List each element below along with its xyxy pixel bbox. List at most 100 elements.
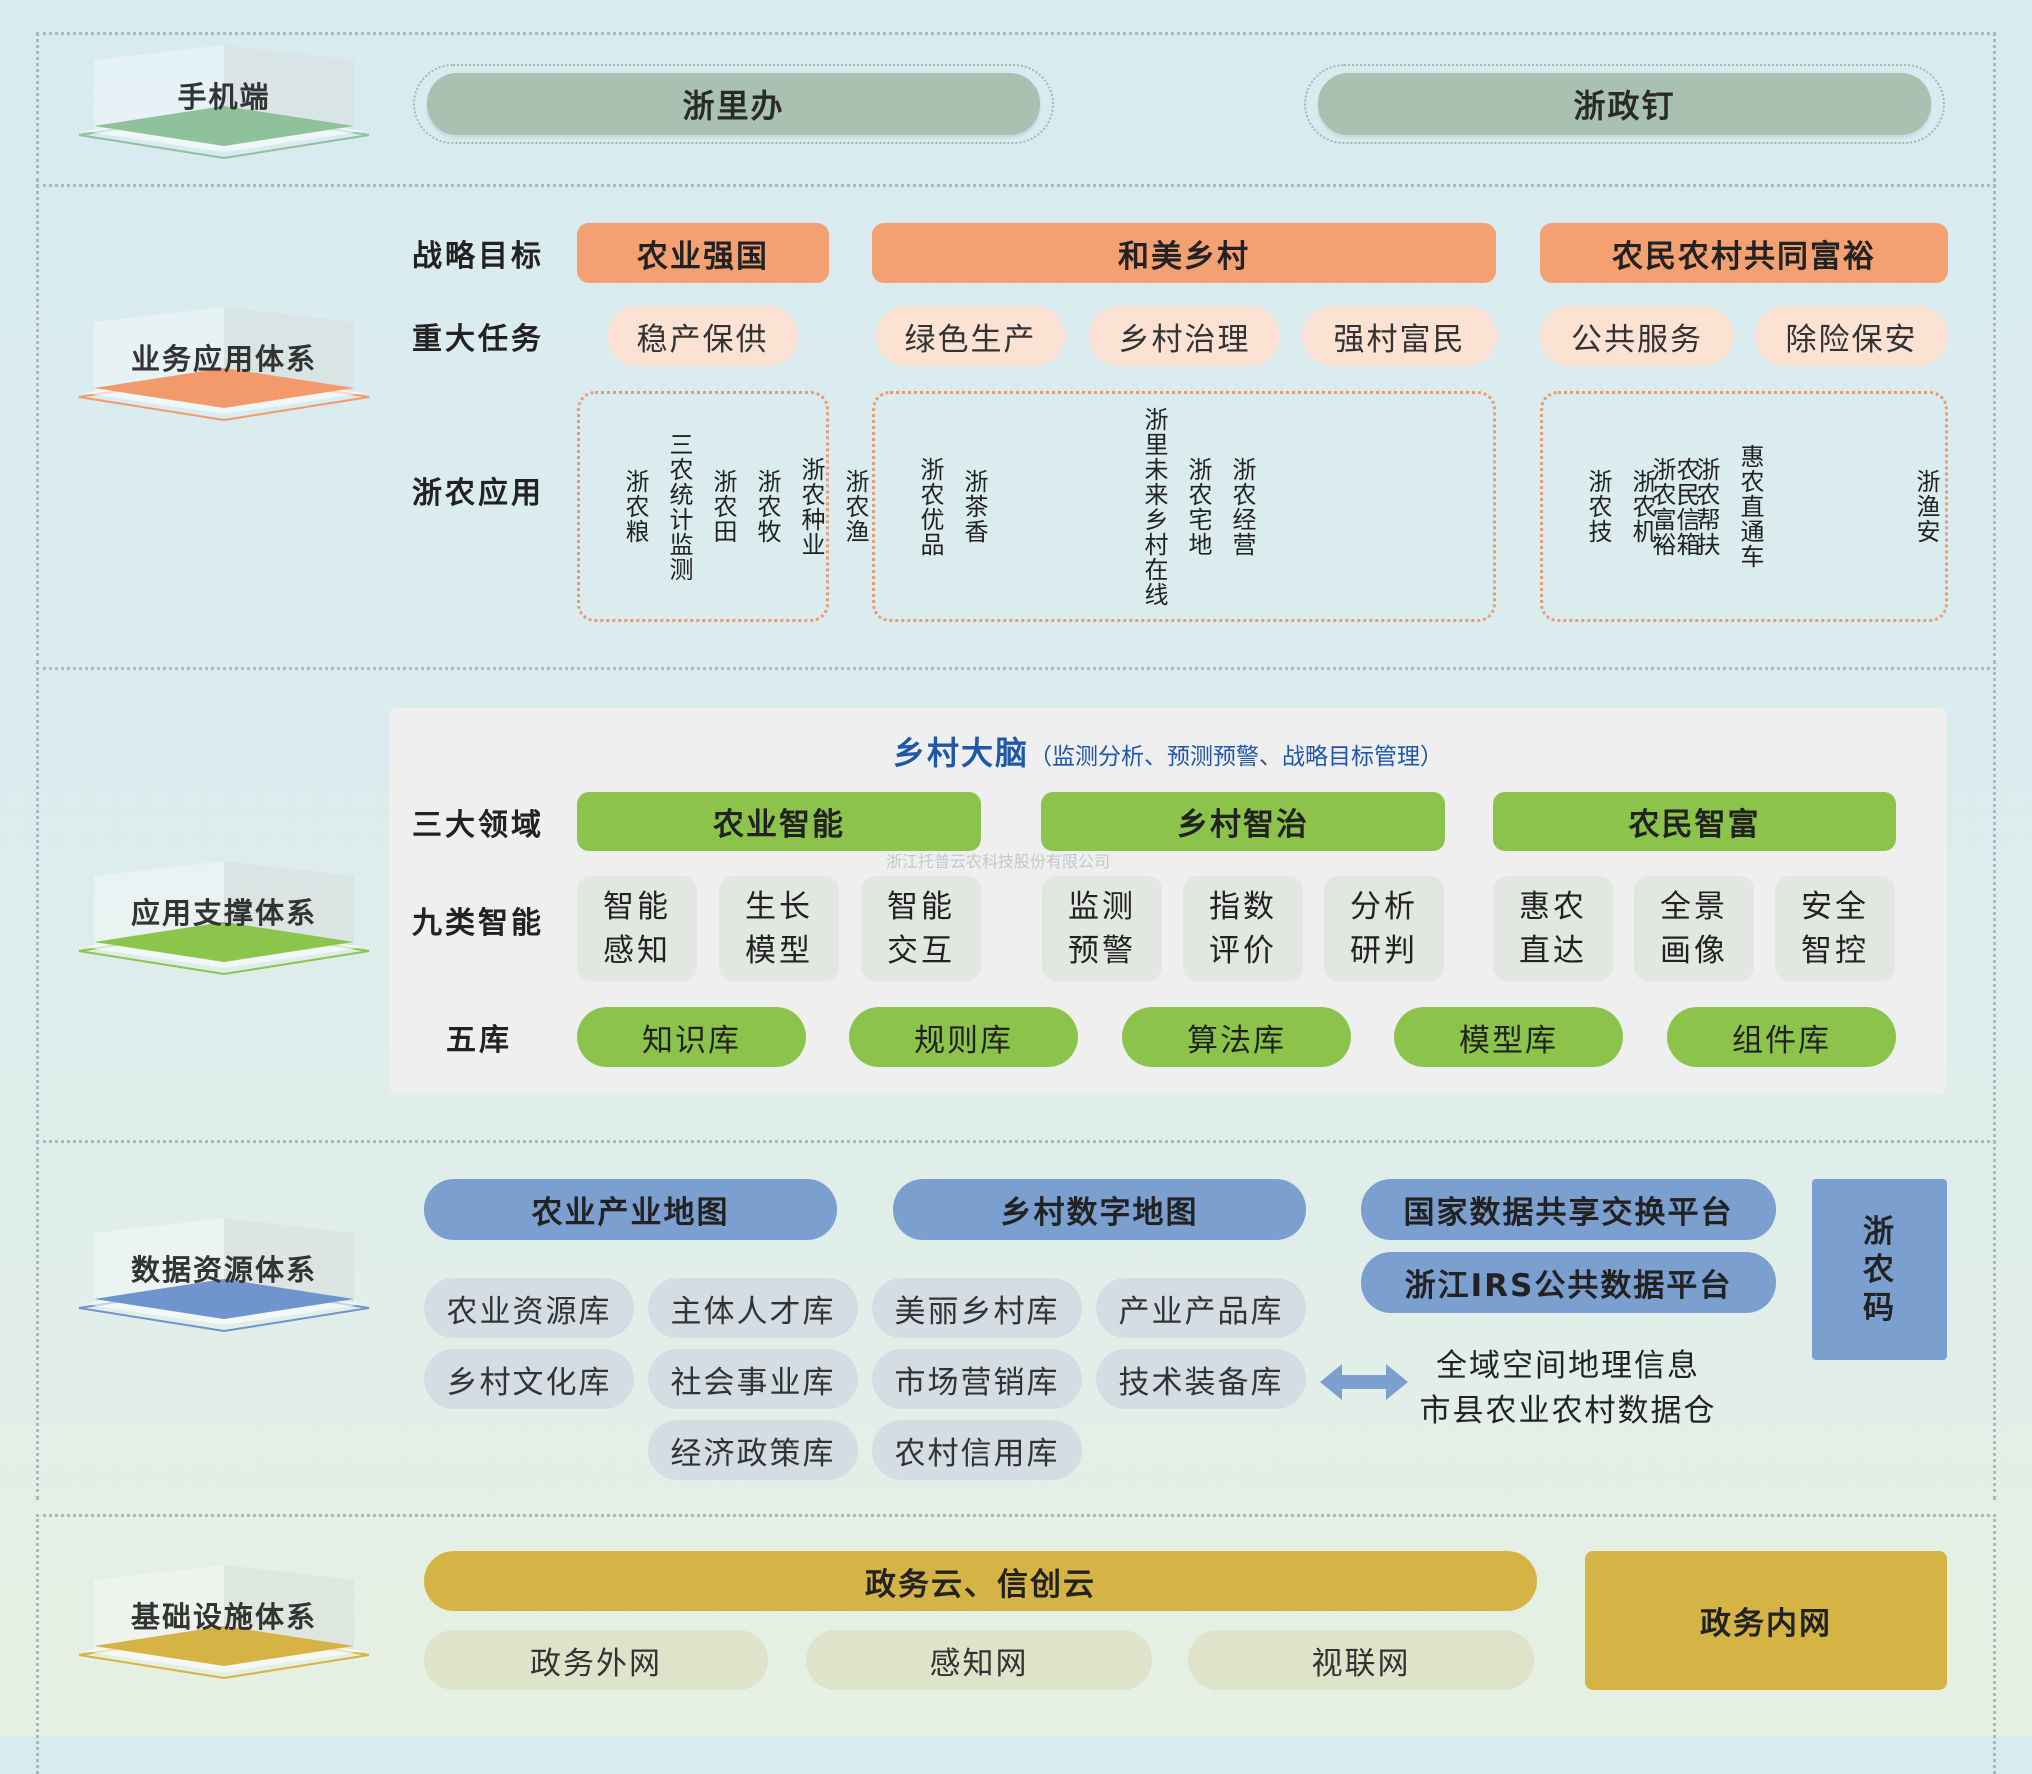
- mobile-app-zheliban[interactable]: 浙里办: [427, 73, 1040, 135]
- bidirectional-arrow-icon: [1320, 1362, 1408, 1402]
- layer-platform-icon: [78, 861, 370, 976]
- app-name[interactable]: 浙农牧: [753, 469, 781, 544]
- task-pill: 强村富民: [1302, 306, 1497, 366]
- library-pill: 算法库: [1122, 1007, 1351, 1067]
- section-icon-support: 应用支撑体系: [74, 856, 374, 986]
- app-box: 浙农技 浙农机 农民信箱 浙渔安: [1540, 391, 1948, 622]
- app-name[interactable]: 三农统计监测: [665, 431, 693, 582]
- domain-pill: 农业智能: [577, 792, 981, 851]
- rural-brain-subtitle: （监测分析、预测预警、战略目标管理）: [1029, 744, 1443, 770]
- section-frame-mobile: [36, 32, 1996, 182]
- intelligence-box: 全景 画像: [1634, 876, 1754, 981]
- row-label-goals: 战略目标: [412, 239, 544, 274]
- data-library-pill: 农业资源库: [424, 1278, 634, 1338]
- intelligence-box: 惠农 直达: [1493, 876, 1613, 981]
- section-label-business: 业务应用体系: [130, 342, 317, 376]
- row-label-apps: 浙农应用: [412, 476, 544, 511]
- goal-pill: 农业强国: [577, 223, 829, 283]
- app-cluster: 浙里未来乡村在线 浙农宅地 浙农经营: [1139, 407, 1647, 607]
- task-pill: 公共服务: [1540, 306, 1734, 366]
- library-pill: 知识库: [577, 1007, 806, 1067]
- section-label-mobile: 手机端: [177, 80, 271, 114]
- pill-outline: [1304, 64, 1945, 144]
- app-name[interactable]: 浙农田: [709, 469, 737, 544]
- data-library-pill: 乡村文化库: [424, 1349, 634, 1409]
- data-library-pill: 农村信用库: [872, 1420, 1082, 1480]
- goal-pill: 农民农村共同富裕: [1540, 223, 1948, 283]
- intelligence-box: 监测 预警: [1042, 876, 1162, 981]
- intranet-box: 政务内网: [1585, 1551, 1947, 1690]
- layer-platform-icon: [78, 1565, 370, 1680]
- section-label-infra: 基础设施体系: [130, 1600, 317, 1634]
- mobile-app-zhezhengding[interactable]: 浙政钉: [1318, 73, 1931, 135]
- app-name[interactable]: 浙农技: [1584, 469, 1612, 544]
- watermark: 浙江托普云农科技股份有限公司: [886, 852, 1111, 871]
- section-frame-data: [36, 1140, 1996, 1500]
- library-pill: 规则库: [849, 1007, 1078, 1067]
- cloud-pill: 政务云、信创云: [424, 1551, 1537, 1611]
- app-name[interactable]: 浙农机: [1628, 469, 1656, 544]
- network-pill: 感知网: [806, 1630, 1152, 1690]
- section-icon-mobile: 手机端: [74, 40, 374, 170]
- data-library-pill: 经济政策库: [648, 1420, 858, 1480]
- row-label-tasks: 重大任务: [412, 322, 544, 357]
- app-name[interactable]: 浙农渔: [841, 469, 869, 544]
- app-name[interactable]: 浙渔安: [1912, 469, 1940, 544]
- pill-outline: [413, 64, 1054, 144]
- data-library-pill: 产业产品库: [1096, 1278, 1306, 1338]
- domain-pill: 乡村智治: [1041, 792, 1445, 851]
- map-pill-agri[interactable]: 农业产业地图: [424, 1179, 837, 1240]
- app-name[interactable]: 惠农直通车: [1736, 444, 1764, 569]
- app-cluster: 浙农富裕 浙农帮扶 惠农直通车: [1647, 444, 2032, 569]
- section-frame-business: [36, 184, 1996, 664]
- intelligence-box: 智能 感知: [577, 876, 697, 981]
- data-library-pill: 主体人才库: [648, 1278, 858, 1338]
- network-pill: 政务外网: [424, 1630, 768, 1690]
- section-icon-data: 数据资源体系: [74, 1213, 374, 1343]
- intelligence-box: 指数 评价: [1183, 876, 1303, 981]
- app-name[interactable]: 农民信箱: [1672, 456, 1700, 557]
- rural-brain-title-text: 乡村大脑: [892, 734, 1029, 772]
- intelligence-box: 智能 交互: [861, 876, 981, 981]
- app-box: 浙农优品 浙茶香 浙里未来乡村在线 浙农宅地 浙农经营 浙农富裕 浙农帮扶 惠农直通车: [872, 391, 1764, 622]
- intelligence-box: 生长 模型: [719, 876, 839, 981]
- library-pill: 组件库: [1667, 1007, 1896, 1067]
- network-pill: 视联网: [1188, 1630, 1534, 1690]
- external-source: 市县农业农村数据仓: [1419, 1393, 1717, 1429]
- app-name[interactable]: 浙农种业: [797, 456, 825, 557]
- app-cluster: 浙农粮 三农统计监测 浙农田 浙农牧 浙农种业 浙农渔: [620, 432, 1350, 582]
- app-cluster: 浙农技 浙农机 农民信箱: [1583, 457, 1911, 557]
- layer-platform-icon: [78, 307, 370, 422]
- app-name[interactable]: 浙农宅地: [1184, 456, 1212, 557]
- task-pill: 稳产保供: [607, 306, 798, 366]
- library-pill: 模型库: [1394, 1007, 1623, 1067]
- row-label-intel: 九类智能: [412, 906, 544, 941]
- map-pill-rural[interactable]: 乡村数字地图: [893, 1179, 1306, 1240]
- section-icon-infra: 基础设施体系: [74, 1560, 374, 1690]
- row-label-libs: 五库: [446, 1023, 512, 1058]
- app-name[interactable]: 浙农富裕: [1648, 456, 1676, 557]
- intelligence-box: 分析 研判: [1324, 876, 1444, 981]
- data-library-pill: 社会事业库: [648, 1349, 858, 1409]
- section-label-support: 应用支撑体系: [130, 896, 317, 930]
- data-library-pill: 美丽乡村库: [872, 1278, 1082, 1338]
- goal-pill: 和美乡村: [872, 223, 1496, 283]
- section-label-data: 数据资源体系: [130, 1253, 317, 1287]
- app-name[interactable]: 浙里未来乡村在线: [1140, 406, 1168, 607]
- app-name[interactable]: 浙农帮扶: [1692, 456, 1720, 557]
- app-name[interactable]: 浙农经营: [1228, 456, 1256, 557]
- app-name[interactable]: 浙茶香: [960, 469, 988, 544]
- intelligence-box: 安全 智控: [1775, 876, 1895, 981]
- app-name[interactable]: 浙农粮: [621, 469, 649, 544]
- section-frame-support: [36, 667, 1996, 1137]
- data-library-pill: 技术装备库: [1096, 1349, 1306, 1409]
- section-frame-infra: [36, 1514, 1996, 1774]
- layer-platform-icon: [78, 45, 370, 160]
- platform-pill: 浙江IRS公共数据平台: [1361, 1252, 1776, 1313]
- app-box: 浙农粮 三农统计监测 浙农田 浙农牧 浙农种业 浙农渔: [577, 391, 869, 622]
- domain-pill: 农民智富: [1493, 792, 1896, 851]
- data-library-pill: 市场营销库: [872, 1349, 1082, 1409]
- row-label-domains: 三大领域: [412, 808, 544, 843]
- app-name[interactable]: 浙农优品: [916, 456, 944, 557]
- platform-pill: 国家数据共享交换平台: [1361, 1179, 1776, 1240]
